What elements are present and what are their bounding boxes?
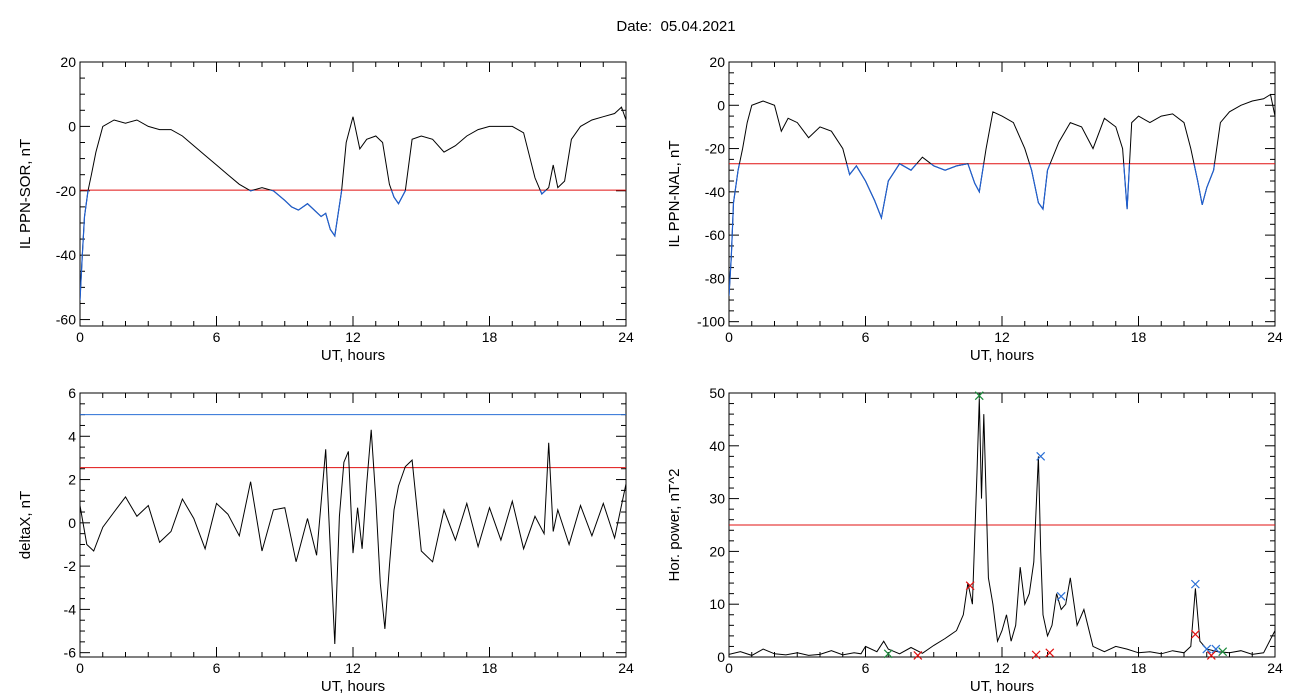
y-tick-label: 10 <box>709 596 725 612</box>
panel-top-right: 0 6 12 18 24 20 0 -20 -40 -60 -80 -100 UT, hours IL P… <box>666 54 1283 364</box>
marker-stroke <box>974 391 984 401</box>
plot-frame <box>79 61 627 327</box>
y-tick-label: -6 <box>64 645 77 661</box>
peak-marker-red <box>965 581 975 591</box>
peak-marker-blue <box>1202 644 1212 654</box>
x-tick-label: 24 <box>618 329 634 345</box>
y-tick-label: 50 <box>709 385 725 401</box>
y-tick-label: -60 <box>705 227 725 243</box>
peak-marker-red <box>913 650 923 660</box>
series-line <box>728 93 1276 296</box>
peak-marker-blue <box>1211 644 1221 654</box>
y-tick-label: -40 <box>56 247 76 263</box>
marker-stroke <box>1206 650 1216 660</box>
peak-marker-red <box>1045 648 1055 658</box>
peak-marker-green <box>883 649 893 659</box>
y-tick-label: -2 <box>64 558 77 574</box>
y-tick-label: -80 <box>705 270 725 286</box>
x-axis-label: UT, hours <box>970 678 1034 695</box>
marker-stroke <box>1190 629 1200 639</box>
y-tick-label: -100 <box>697 314 725 330</box>
y-tick-label: 20 <box>60 54 76 70</box>
marker-stroke <box>1218 647 1228 657</box>
marker-stroke <box>1031 650 1041 660</box>
x-tick-label: 6 <box>862 660 870 676</box>
y-tick-label: 20 <box>709 543 725 559</box>
x-tick-label: 12 <box>345 329 361 345</box>
x-tick-label: 24 <box>1267 329 1283 345</box>
peak-marker-green <box>974 391 984 401</box>
series-line-below-threshold <box>80 190 547 301</box>
x-tick-label: 0 <box>725 660 733 676</box>
x-tick-label: 12 <box>994 660 1010 676</box>
panel-bottom-right: 0 6 12 18 24 50 40 30 20 10 0 UT, hours Hor. power, … <box>666 385 1283 695</box>
y-axis-label: Hor. power, nT^2 <box>666 469 683 582</box>
x-axis-label: UT, hours <box>970 347 1034 364</box>
x-tick-label: 12 <box>994 329 1010 345</box>
y-tick-label: 0 <box>717 649 725 665</box>
peak-marker-blue <box>1036 451 1046 461</box>
marker-stroke <box>1190 579 1200 589</box>
x-tick-label: 18 <box>482 329 498 345</box>
x-tick-label: 6 <box>213 660 221 676</box>
y-tick-label: -20 <box>705 141 725 157</box>
x-tick-label: 0 <box>725 329 733 345</box>
peak-marker-red <box>1031 650 1041 660</box>
y-tick-label: -40 <box>705 184 725 200</box>
y-tick-label: 2 <box>68 472 76 488</box>
x-axis-label: UT, hours <box>321 678 385 695</box>
x-axis-label: UT, hours <box>321 347 385 364</box>
y-tick-label: 0 <box>68 118 76 134</box>
y-tick-label: -60 <box>56 312 76 328</box>
plot-frame <box>728 61 1276 327</box>
peak-marker-red <box>1190 629 1200 639</box>
y-tick-label: 0 <box>717 97 725 113</box>
x-tick-label: 24 <box>1267 660 1283 676</box>
y-tick-label: 0 <box>68 515 76 531</box>
series-line <box>728 398 1276 656</box>
series-line <box>79 429 627 645</box>
x-tick-label: 18 <box>1131 660 1147 676</box>
series-line-below-threshold <box>729 163 1216 296</box>
marker-stroke <box>883 649 893 659</box>
y-tick-label: 4 <box>68 428 76 444</box>
y-tick-label: 40 <box>709 438 725 454</box>
x-tick-label: 0 <box>76 660 84 676</box>
peak-marker-blue <box>1190 579 1200 589</box>
peak-marker-red <box>1206 650 1216 660</box>
y-axis-label: deltaX, nT <box>17 491 34 559</box>
y-tick-label: -20 <box>56 183 76 199</box>
x-tick-label: 18 <box>482 660 498 676</box>
y-axis-label: IL PPN-SOR, nT <box>17 139 34 249</box>
x-tick-label: 18 <box>1131 329 1147 345</box>
peak-marker-blue <box>1056 591 1066 601</box>
marker-stroke <box>965 581 975 591</box>
marker-stroke <box>913 650 923 660</box>
page-title: Date: 05.04.2021 <box>616 18 736 35</box>
y-tick-label: 30 <box>709 491 725 507</box>
marker-stroke <box>1036 451 1046 461</box>
marker-stroke <box>1045 648 1055 658</box>
x-tick-label: 6 <box>213 329 221 345</box>
y-tick-label: -4 <box>64 601 77 617</box>
marker-stroke <box>1202 644 1212 654</box>
x-tick-label: 24 <box>618 660 634 676</box>
panel-top-left: 0 6 12 18 24 20 0 -20 -40 -60 UT, hours IL PPN-SOR,… <box>17 54 634 364</box>
x-tick-label: 12 <box>345 660 361 676</box>
marker-stroke <box>1056 591 1066 601</box>
y-axis-label: IL PPN-NAL, nT <box>666 141 683 248</box>
marker-stroke <box>1211 644 1221 654</box>
series-line <box>79 106 627 301</box>
y-tick-label: 6 <box>68 385 76 401</box>
y-tick-label: 20 <box>709 54 725 70</box>
peak-marker-green <box>1218 647 1228 657</box>
x-tick-label: 0 <box>76 329 84 345</box>
panel-bottom-left: 0 6 12 18 24 6 4 2 0 -2 -4 -6 UT, hours deltaX, nT <box>17 385 634 695</box>
x-tick-label: 6 <box>862 329 870 345</box>
